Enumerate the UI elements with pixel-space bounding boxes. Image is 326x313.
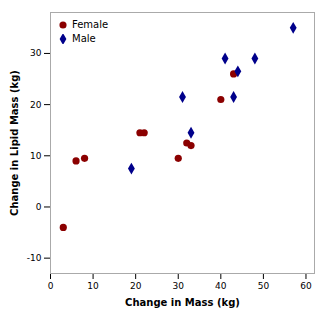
- svg-text:10: 10: [30, 151, 42, 161]
- svg-text:20: 20: [30, 99, 42, 109]
- svg-text:50: 50: [258, 281, 270, 291]
- svg-text:20: 20: [130, 281, 142, 291]
- svg-text:Change in Lipid Mass (kg): Change in Lipid Mass (kg): [9, 70, 20, 216]
- svg-text:-10: -10: [27, 253, 42, 263]
- svg-text:30: 30: [173, 281, 185, 291]
- svg-text:40: 40: [215, 281, 227, 291]
- html-text:Female: Female: [72, 19, 109, 30]
- svg-text:30: 30: [30, 48, 42, 58]
- html-text:Male: Male: [72, 33, 96, 44]
- svg-text:60: 60: [300, 281, 312, 291]
- svg-text:Change in Mass (kg): Change in Mass (kg): [125, 297, 240, 308]
- svg-text:0: 0: [48, 281, 54, 291]
- svg-text:0: 0: [36, 202, 42, 212]
- svg-text:10: 10: [87, 281, 99, 291]
